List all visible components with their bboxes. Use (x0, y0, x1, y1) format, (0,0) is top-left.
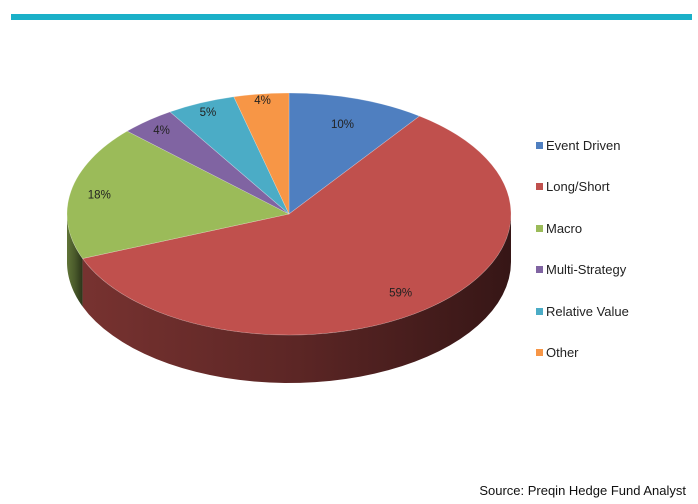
data-label-long-short: 59% (389, 287, 412, 299)
legend-item-other: Other (536, 343, 629, 363)
data-label-relative-value: 5% (200, 107, 217, 119)
pie-slice-other (233, 92, 290, 215)
pie-slice-event-driven (288, 92, 421, 215)
pie-slice-macro (66, 130, 290, 259)
source-note: Source: Preqin Hedge Fund Analyst (479, 483, 686, 498)
pie-slice-long-short (82, 115, 512, 336)
legend-item-event-driven: Event Driven (536, 135, 629, 155)
legend-item-multi-strategy: Multi-Strategy (536, 260, 629, 280)
data-label-event-driven: 10% (331, 119, 354, 131)
pie-slice-multi-strategy (126, 111, 290, 215)
legend-swatch (536, 141, 543, 149)
legend-swatch (536, 307, 543, 315)
data-label-multi-strategy: 4% (153, 125, 170, 137)
legend-item-relative-value: Relative Value (536, 301, 629, 321)
data-label-macro: 18% (88, 189, 111, 201)
pie-wall-macro (67, 214, 83, 307)
legend-label: Macro (546, 220, 583, 236)
legend-label: Relative Value (546, 303, 629, 319)
legend-item-macro: Macro (536, 218, 629, 238)
legend-label: Other (546, 345, 579, 360)
data-label-other: 4% (254, 95, 271, 107)
legend-swatch (536, 349, 543, 356)
legend-swatch (536, 266, 543, 273)
chart-legend: Event Driven Long/Short Macro Multi-Stra… (536, 135, 629, 384)
header-accent-bar (11, 14, 692, 20)
pie-slice-relative-value (169, 96, 290, 215)
legend-label: Event Driven (546, 137, 621, 153)
legend-label: Long/Short (546, 179, 610, 194)
legend-item-long-short: Long/Short (536, 177, 629, 197)
legend-label: Multi-Strategy (546, 262, 627, 277)
legend-swatch (536, 224, 543, 232)
pie-wall-long-short (82, 214, 511, 383)
legend-swatch (536, 183, 543, 190)
